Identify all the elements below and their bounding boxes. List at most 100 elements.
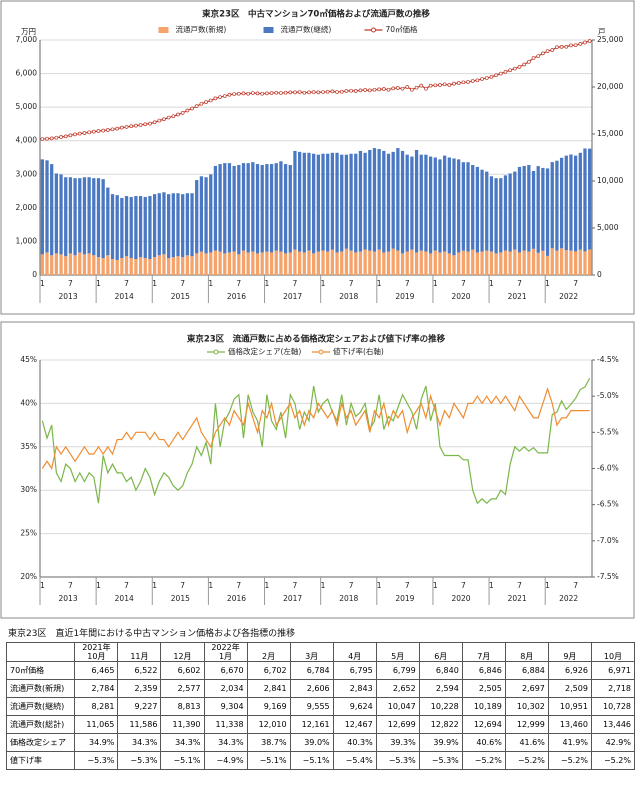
bar (588, 249, 592, 275)
bar (297, 151, 302, 252)
header-month: 10月 (87, 652, 106, 661)
line-marker (391, 86, 396, 91)
bar (190, 193, 194, 257)
cell: 11,390 (160, 715, 205, 734)
line-marker (381, 87, 386, 91)
bar (536, 252, 540, 275)
x-tick-label: 1 (377, 581, 382, 590)
bar (269, 252, 274, 275)
y-tick-label: 40% (20, 398, 37, 407)
cell: 9,624 (332, 697, 377, 716)
year-label: 2016 (227, 594, 246, 603)
bar (400, 150, 405, 254)
line-marker (297, 90, 302, 94)
line-marker (180, 110, 185, 115)
cell: 9,169 (246, 697, 291, 716)
bar (78, 178, 82, 253)
bar (138, 257, 143, 275)
cell: 11,338 (203, 715, 248, 734)
line-marker (424, 86, 428, 91)
line-marker (293, 90, 297, 95)
bar (503, 175, 508, 251)
x-tick-label: 1 (545, 581, 550, 590)
bar (40, 254, 44, 275)
bar (134, 196, 138, 260)
bar (489, 251, 494, 275)
cell: −5.1% (160, 751, 205, 770)
line-marker (124, 125, 129, 129)
bar (223, 163, 227, 254)
bar (550, 248, 554, 275)
y-tick-label: 25% (20, 529, 37, 538)
bar (251, 251, 255, 275)
bar (428, 156, 433, 254)
bar (199, 176, 204, 252)
line-marker (545, 49, 550, 53)
x-tick-label: 7 (124, 581, 129, 590)
cell: 34.3% (160, 733, 205, 752)
bar (405, 154, 409, 252)
y2-tick-label: 0 (597, 270, 602, 279)
cell: 6,840 (418, 661, 463, 680)
line-marker (232, 92, 236, 96)
bar (382, 150, 386, 253)
bar (96, 257, 101, 275)
bar (64, 177, 68, 257)
bar (428, 253, 433, 275)
bar (555, 250, 559, 275)
bar (59, 254, 63, 275)
x-tick-label: 1 (545, 279, 550, 288)
bar (232, 251, 236, 275)
cell: 8,813 (160, 697, 205, 716)
x-tick-label: 7 (68, 279, 73, 288)
x-tick-label: 7 (293, 581, 298, 590)
header-year (337, 643, 373, 652)
bar (480, 169, 484, 252)
bar (410, 156, 414, 250)
bar (64, 256, 68, 275)
bar (255, 253, 260, 275)
line-marker (134, 123, 138, 128)
cell: 2,034 (203, 679, 248, 698)
bar (269, 164, 274, 253)
y2-tick-label: -6.0% (597, 464, 619, 473)
line-marker (166, 115, 171, 120)
cell: 41.6% (504, 733, 549, 752)
x-tick-label: 1 (152, 581, 157, 590)
line-marker (480, 77, 484, 81)
line-marker (494, 73, 498, 78)
bar (354, 252, 358, 275)
y2-tick-label: 10,000 (597, 176, 623, 185)
cell: 8,281 (74, 697, 119, 716)
bar (573, 155, 578, 252)
bar (106, 255, 110, 275)
cell: 12,999 (504, 715, 549, 734)
bar (167, 258, 171, 275)
x-tick-label: 7 (573, 581, 578, 590)
bar (101, 258, 105, 275)
bar (400, 253, 405, 275)
header-month: 12月 (173, 652, 192, 661)
line-marker (194, 104, 199, 108)
x-tick-label: 7 (68, 581, 73, 590)
bar (279, 251, 283, 275)
bar (573, 251, 578, 275)
header-month: 7月 (477, 652, 491, 661)
cell: 34.3% (203, 733, 248, 752)
line-marker (470, 79, 475, 83)
cell: 6,465 (74, 661, 119, 680)
line-marker (302, 90, 307, 95)
line-marker (536, 54, 541, 58)
x-tick-label: 1 (264, 581, 269, 590)
x-tick-label: 7 (349, 279, 354, 288)
cell: 2,697 (504, 679, 549, 698)
bar (50, 255, 54, 275)
cell: 10,189 (461, 697, 506, 716)
line-marker (246, 91, 251, 96)
line-marker (255, 91, 260, 96)
line-marker (489, 75, 494, 79)
series-line (41, 377, 591, 505)
bar (283, 164, 288, 254)
cell: 34.3% (117, 733, 162, 752)
bar (129, 196, 133, 259)
